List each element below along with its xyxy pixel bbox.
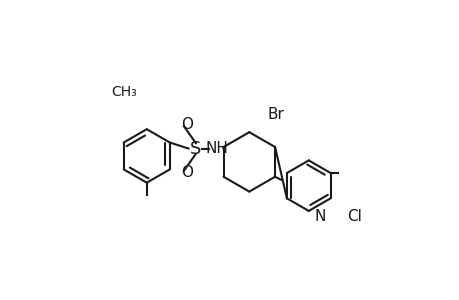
Text: S: S (190, 140, 201, 158)
Text: CH₃: CH₃ (112, 85, 137, 99)
Text: Cl: Cl (347, 209, 362, 224)
Text: NH: NH (205, 141, 228, 156)
Text: O: O (180, 165, 192, 180)
Text: O: O (180, 117, 192, 132)
Text: Br: Br (267, 107, 283, 122)
Text: N: N (314, 209, 325, 224)
